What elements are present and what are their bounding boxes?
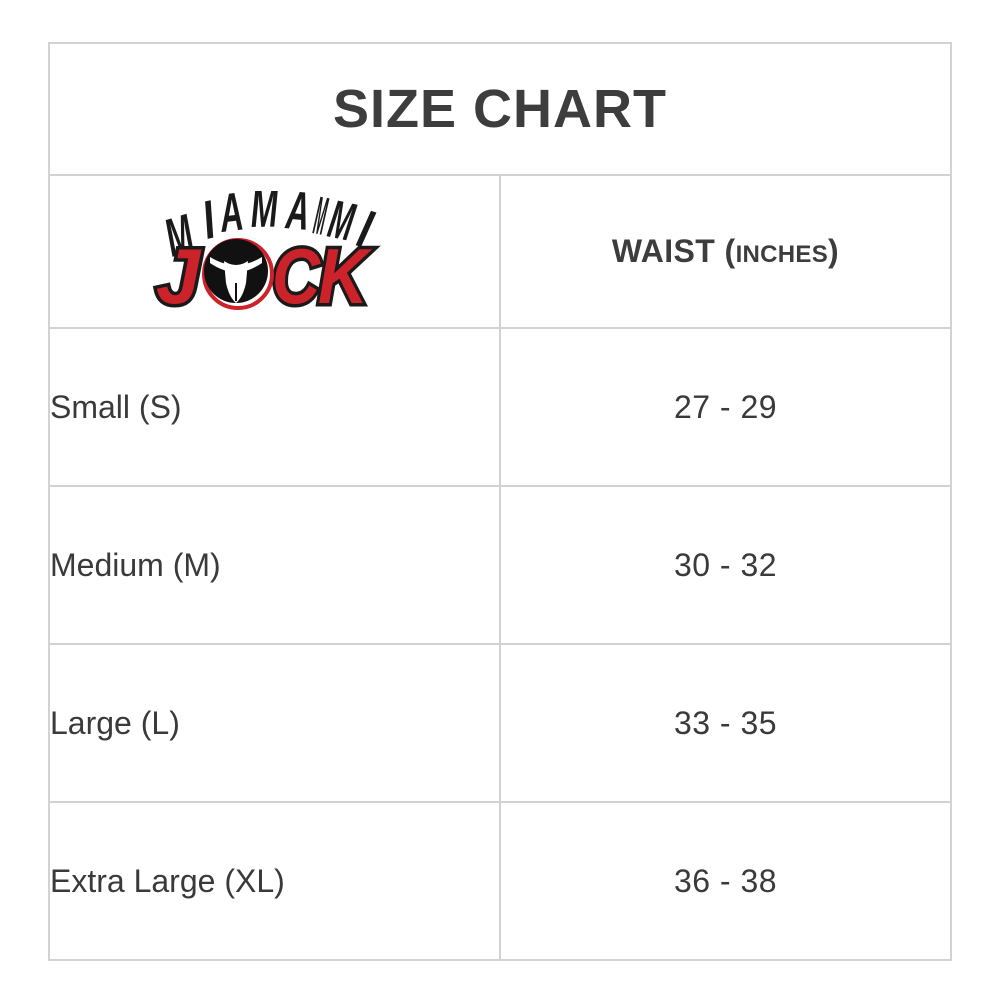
- size-name-cell: Medium (M): [48, 485, 501, 645]
- waist-value-cell: 30 - 32: [499, 485, 952, 645]
- svg-text:J: J: [156, 232, 202, 313]
- table-header-row: M I A M A M M I J J: [48, 174, 952, 329]
- waist-header-label: WAIST (INCHES): [612, 233, 839, 269]
- svg-text:J: J: [156, 232, 202, 313]
- logo-miami-text: M I A M A M M I: [157, 191, 379, 268]
- miami-jock-logo-svg: M I A M A M M I J J: [152, 191, 379, 313]
- waist-header-main: WAIST: [611, 233, 716, 269]
- brand-logo-cell: M I A M A M M I J J: [48, 174, 501, 329]
- table-row: Small (S) 27 - 29: [48, 327, 952, 487]
- waist-unit-open-paren: (: [724, 233, 736, 269]
- waist-value-cell: 36 - 38: [499, 801, 952, 961]
- jockstrap-icon: [201, 237, 274, 310]
- brand-logo: M I A M A M M I J J: [150, 191, 400, 313]
- table-row: Large (L) 33 - 35: [48, 643, 952, 803]
- svg-text:M: M: [250, 191, 279, 239]
- size-chart-table: SIZE CHART M I A M A M M: [48, 42, 952, 961]
- logo-jock-text: J J C C K K: [152, 228, 376, 313]
- svg-text:C: C: [272, 232, 321, 313]
- svg-text:A: A: [282, 191, 311, 242]
- table-row: Medium (M) 30 - 32: [48, 485, 952, 645]
- page-title: SIZE CHART: [333, 79, 667, 139]
- size-name-cell: Large (L): [48, 643, 501, 803]
- title-row: SIZE CHART: [48, 42, 952, 176]
- svg-text:C: C: [272, 232, 321, 313]
- title-cell: SIZE CHART: [48, 42, 952, 176]
- svg-text:K: K: [318, 232, 373, 313]
- size-name-cell: Small (S): [48, 327, 501, 487]
- table-row: Extra Large (XL) 36 - 38: [48, 801, 952, 961]
- svg-text:A: A: [214, 191, 245, 244]
- waist-header-cell: WAIST (INCHES): [499, 174, 952, 329]
- size-name-cell: Extra Large (XL): [48, 801, 501, 961]
- waist-value-cell: 33 - 35: [499, 643, 952, 803]
- waist-unit-close-paren: ): [828, 233, 840, 269]
- svg-text:K: K: [318, 232, 373, 313]
- waist-unit-text: INCHES: [735, 241, 829, 268]
- waist-value-cell: 27 - 29: [499, 327, 952, 487]
